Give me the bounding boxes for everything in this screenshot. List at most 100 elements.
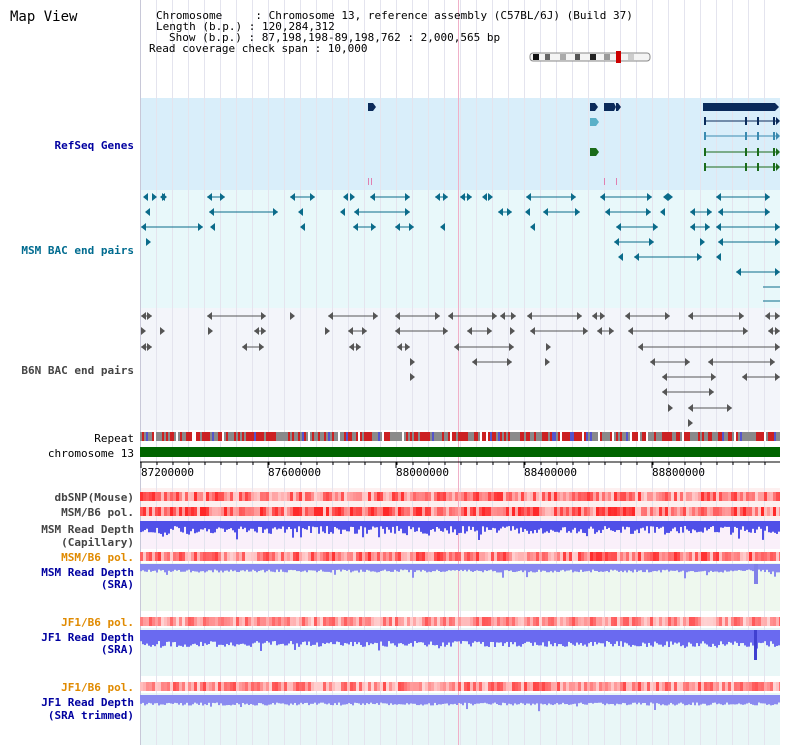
- depth-bar: [198, 695, 200, 705]
- heat-cell: [311, 507, 314, 516]
- repeat-cell: [434, 432, 436, 441]
- depth-bar: [200, 630, 202, 642]
- heat-cell: [620, 492, 623, 501]
- depth-bar: [654, 521, 656, 533]
- depth-bar: [716, 521, 718, 533]
- heat-cell: [260, 617, 263, 626]
- depth-bar: [308, 630, 310, 642]
- depth-bar: [714, 695, 716, 703]
- repeat-cell: [186, 432, 188, 441]
- depth-bar: [566, 630, 568, 647]
- heat-cell: [236, 552, 239, 561]
- heat-cell: [431, 617, 434, 626]
- heat-cell: [719, 507, 722, 516]
- heat-cell: [263, 682, 266, 691]
- depth-bar: [732, 521, 734, 533]
- heat-cell: [344, 617, 347, 626]
- heat-cell: [608, 507, 611, 516]
- heat-cell: [605, 682, 608, 691]
- heat-cell: [302, 507, 305, 516]
- repeat-cell: [482, 432, 484, 441]
- depth-bar: [616, 564, 618, 571]
- heat-cell: [491, 617, 494, 626]
- heat-cell: [668, 617, 671, 626]
- heat-cell: [521, 492, 524, 501]
- bac-end: [353, 223, 358, 231]
- repeat-cell: [518, 432, 520, 441]
- depth-bar: [342, 695, 344, 705]
- gene-mark: [776, 132, 780, 140]
- heat-cell: [332, 682, 335, 691]
- heat-cell: [482, 507, 485, 516]
- depth-bar: [494, 630, 496, 647]
- depth-bar: [674, 521, 676, 528]
- depth-bar: [692, 695, 694, 703]
- heat-cell: [551, 507, 554, 516]
- depth-bar: [264, 630, 266, 643]
- heat-cell: [698, 682, 701, 691]
- depth-bar: [332, 630, 334, 645]
- depth-bar: [186, 630, 188, 647]
- depth-bar: [684, 630, 686, 648]
- depth-bar: [240, 695, 242, 708]
- repeat-cell: [572, 432, 574, 441]
- depth-bar: [770, 630, 772, 642]
- depth-bar: [458, 521, 460, 534]
- depth-bar: [306, 630, 308, 646]
- depth-bar: [312, 564, 314, 571]
- repeat-cell: [588, 432, 590, 441]
- depth-bar: [660, 521, 662, 528]
- depth-bar: [778, 564, 780, 573]
- depth-bar: [676, 695, 678, 705]
- depth-bar: [664, 695, 666, 706]
- depth-bar: [334, 564, 336, 575]
- depth-bar: [146, 630, 148, 644]
- depth-bar: [466, 521, 468, 532]
- depth-bar: [328, 695, 330, 704]
- depth-bar: [410, 695, 412, 704]
- repeat-cell: [748, 432, 750, 441]
- depth-bar: [252, 564, 254, 570]
- heat-cell: [269, 552, 272, 561]
- heat-cell: [170, 682, 173, 691]
- heat-cell: [731, 617, 734, 626]
- depth-bar: [474, 564, 476, 571]
- depth-bar: [154, 630, 156, 647]
- heat-cell: [635, 617, 638, 626]
- heat-cell: [254, 552, 257, 561]
- depth-bar: [676, 564, 678, 571]
- bac-end: [349, 343, 354, 351]
- repeat-cell: [364, 432, 366, 441]
- heat-cell: [650, 507, 653, 516]
- depth-bar: [688, 630, 690, 643]
- bac-end: [545, 358, 550, 366]
- heat-cell: [452, 617, 455, 626]
- heat-cell: [179, 507, 182, 516]
- bac-end: [488, 193, 493, 201]
- heat-cell: [677, 492, 680, 501]
- heat-cell: [287, 617, 290, 626]
- repeat-cell: [188, 432, 190, 441]
- repeat-cell: [680, 432, 682, 441]
- depth-bar: [372, 630, 374, 645]
- heat-cell: [212, 507, 215, 516]
- depth-bar: [484, 521, 486, 532]
- heat-cell: [449, 682, 452, 691]
- heat-cell: [557, 552, 560, 561]
- repeat-cell: [360, 432, 362, 441]
- bac-end: [370, 193, 375, 201]
- repeat-cell: [342, 432, 344, 441]
- heat-cell: [563, 617, 566, 626]
- heat-cell: [197, 682, 200, 691]
- heat-cell: [329, 617, 332, 626]
- heat-cell: [650, 492, 653, 501]
- depth-bar: [648, 564, 650, 573]
- gene-mark: [616, 103, 621, 111]
- depth-bar: [296, 521, 298, 533]
- depth-bar: [688, 564, 690, 572]
- heat-cell: [371, 507, 374, 516]
- depth-bar: [174, 564, 176, 570]
- bac-end: [742, 373, 747, 381]
- depth-bar: [646, 630, 648, 647]
- heat-cell: [581, 682, 584, 691]
